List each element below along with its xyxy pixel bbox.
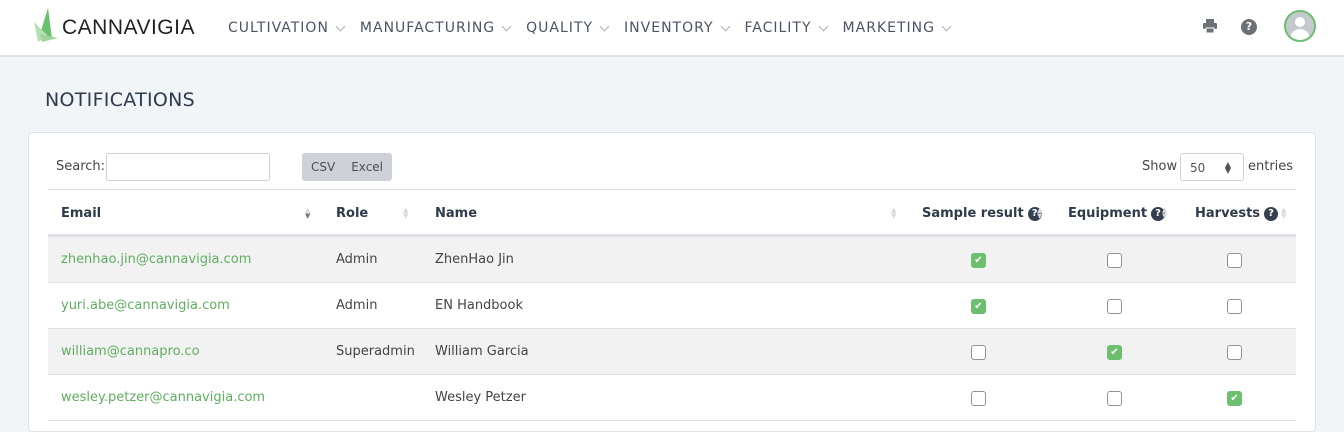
nav-inventory[interactable]: INVENTORY — [624, 20, 730, 36]
role-cell: Admin — [336, 298, 378, 313]
search-label: Search: — [56, 159, 106, 174]
sort-icon[interactable]: ▲ ▼ — [1281, 206, 1287, 220]
entries-select[interactable]: 50 ▲ ▼ — [1180, 153, 1244, 181]
csv-button[interactable]: CSV — [311, 160, 336, 174]
chevron-down-icon — [818, 21, 828, 31]
col-label: Role — [336, 206, 369, 221]
harvests-checkbox[interactable] — [1227, 345, 1242, 360]
nav-label: CULTIVATION — [228, 20, 329, 36]
col-name[interactable]: Name — [435, 206, 477, 221]
harvests-checkbox[interactable] — [1227, 253, 1242, 268]
col-sample-result[interactable]: Sample result? — [922, 206, 1042, 221]
col-equipment[interactable]: Equipment? — [1068, 206, 1166, 221]
sort-icon[interactable]: ▲ ▼ — [1162, 206, 1168, 220]
name-cell: Wesley Petzer — [435, 390, 526, 405]
table-body: zhenhao.jin@cannavigia.com Admin ZhenHao… — [48, 237, 1296, 421]
harvests-checkbox[interactable]: ✔ — [1227, 391, 1242, 406]
equipment-checkbox[interactable] — [1107, 299, 1122, 314]
help-icon[interactable]: ? — [1241, 19, 1257, 35]
export-buttons: CSV Excel — [302, 153, 393, 181]
name-cell: William Garcia — [435, 344, 529, 359]
email-link[interactable]: yuri.abe@cannavigia.com — [61, 298, 230, 313]
excel-button[interactable]: Excel — [351, 160, 384, 174]
logo-text: CANNAVIGIA — [62, 16, 195, 39]
chevron-down-icon — [720, 21, 730, 31]
harvests-checkbox[interactable] — [1227, 299, 1242, 314]
select-arrows-icon: ▲ ▼ — [1224, 160, 1231, 175]
chevron-down-icon — [335, 21, 346, 31]
table-row: yuri.abe@cannavigia.com Admin EN Handboo… — [48, 283, 1296, 329]
col-harvests[interactable]: Harvests? — [1195, 206, 1279, 221]
nav-marketing[interactable]: MARKETING — [842, 20, 952, 36]
email-link[interactable]: zhenhao.jin@cannavigia.com — [61, 252, 252, 267]
print-icon[interactable] — [1203, 19, 1217, 33]
main-nav: CULTIVATION MANUFACTURING QUALITY INVENT… — [228, 20, 966, 36]
nav-label: MARKETING — [842, 20, 935, 36]
nav-cultivation[interactable]: CULTIVATION — [228, 20, 346, 36]
sort-icon[interactable]: ▲ ▼ — [1037, 206, 1043, 220]
help-icon[interactable]: ? — [1027, 206, 1042, 221]
nav-quality[interactable]: QUALITY — [526, 20, 610, 36]
sample-checkbox[interactable] — [971, 391, 986, 406]
notifications-table: Email ▲ ▼ Role ▲ ▼ Name ▲ ▼ Sample result? … — [48, 189, 1296, 421]
sort-icon[interactable]: ▲ ▼ — [403, 206, 409, 220]
chevron-down-icon — [599, 21, 610, 31]
help-icon[interactable]: ? — [1151, 206, 1166, 221]
col-label: Harvests — [1195, 206, 1261, 221]
entries-value: 50 — [1190, 161, 1206, 175]
logo[interactable]: CANNAVIGIA — [34, 8, 195, 44]
leaf-logo-icon — [34, 8, 58, 42]
table-row: zhenhao.jin@cannavigia.com Admin ZhenHao… — [48, 237, 1296, 283]
chevron-down-icon — [501, 21, 512, 31]
equipment-checkbox[interactable] — [1107, 253, 1122, 268]
page-title: NOTIFICATIONS — [45, 89, 196, 111]
col-label: Sample result — [922, 206, 1024, 221]
nav-manufacturing[interactable]: MANUFACTURING — [359, 20, 512, 36]
nav-label: INVENTORY — [624, 20, 714, 36]
email-link[interactable]: wesley.petzer@cannavigia.com — [61, 390, 266, 405]
col-role[interactable]: Role — [336, 206, 368, 221]
col-email[interactable]: Email — [61, 206, 101, 221]
sample-checkbox[interactable]: ✔ — [971, 299, 986, 314]
role-cell: Superadmin — [336, 344, 415, 359]
show-label: Show — [1142, 159, 1178, 174]
nav-label: MANUFACTURING — [359, 20, 496, 36]
entries-label: entries — [1248, 159, 1294, 174]
equipment-checkbox[interactable] — [1107, 391, 1122, 406]
nav-facility[interactable]: FACILITY — [744, 20, 828, 36]
email-link[interactable]: william@cannapro.co — [61, 344, 200, 359]
chevron-down-icon — [941, 21, 952, 31]
col-label: Email — [61, 206, 102, 221]
sample-checkbox[interactable] — [971, 345, 986, 360]
sort-icon[interactable]: ▲ ▼ — [891, 206, 897, 220]
user-avatar[interactable] — [1284, 10, 1316, 42]
nav-label: QUALITY — [526, 20, 594, 36]
equipment-checkbox[interactable]: ✔ — [1107, 345, 1122, 360]
help-icon[interactable]: ? — [1264, 206, 1279, 221]
nav-label: FACILITY — [744, 20, 812, 36]
search-input[interactable] — [106, 153, 270, 181]
table-header: Email ▲ ▼ Role ▲ ▼ Name ▲ ▼ Sample result? … — [48, 190, 1296, 237]
role-cell: Admin — [336, 252, 378, 267]
table-row: wesley.petzer@cannavigia.com Wesley Petz… — [48, 375, 1296, 421]
table-row: william@cannapro.co Superadmin William G… — [48, 329, 1296, 375]
top-navbar: CANNAVIGIA CULTIVATION MANUFACTURING QUA… — [0, 0, 1344, 57]
name-cell: EN Handbook — [435, 298, 523, 313]
col-label: Equipment — [1068, 206, 1148, 221]
name-cell: ZhenHao Jin — [435, 252, 514, 267]
sample-checkbox[interactable]: ✔ — [971, 253, 986, 268]
sort-icon[interactable]: ▲ ▼ — [305, 206, 311, 220]
col-label: Name — [435, 206, 478, 221]
